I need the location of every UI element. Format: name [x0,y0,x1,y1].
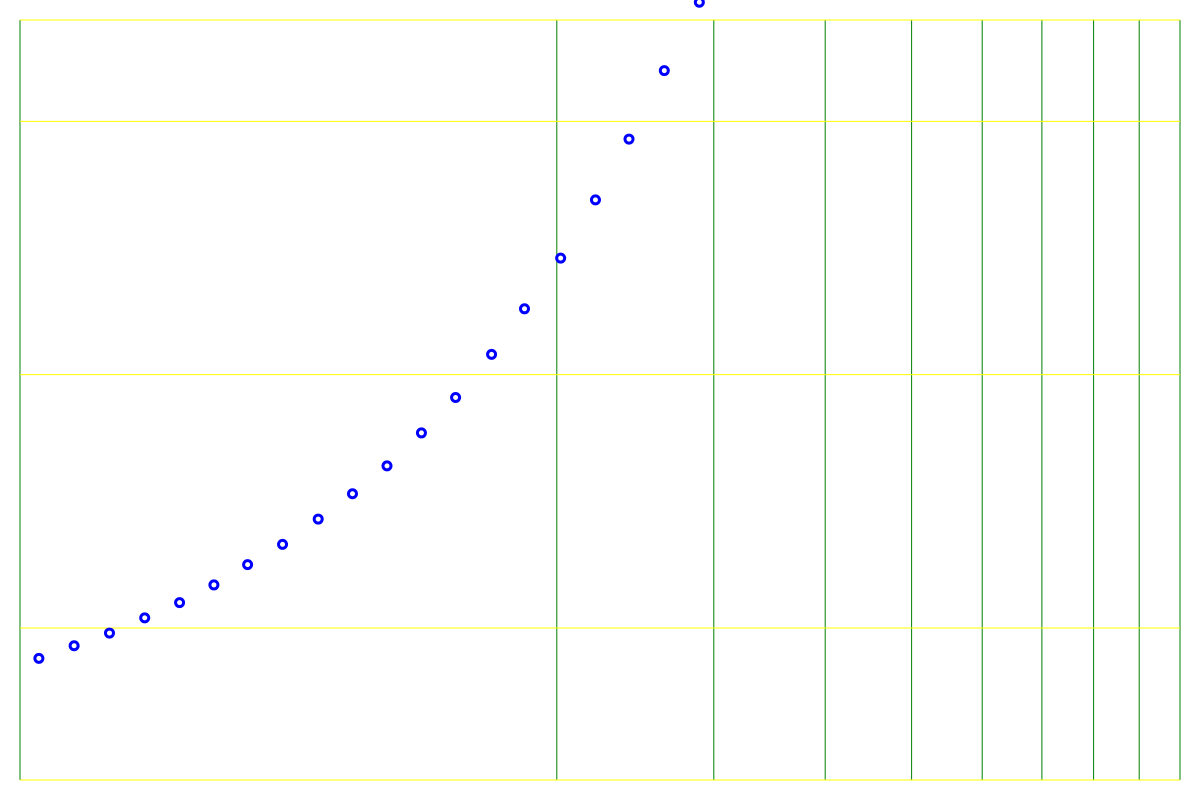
data-point [174,597,186,609]
data-point [312,513,324,525]
data-point [242,559,254,571]
data-point [68,640,80,652]
data-point [139,612,151,624]
data-point [103,627,115,639]
data-point [519,303,531,315]
data-point [693,0,705,8]
data-point [589,194,601,206]
data-point [415,427,427,439]
data-point [623,133,635,145]
data-point [658,65,670,77]
data-point [555,252,567,264]
data-point [208,579,220,591]
data-point [381,460,393,472]
data-point [346,488,358,500]
data-point [450,391,462,403]
data-point [486,348,498,360]
data-points [33,0,705,664]
data-point [277,538,289,550]
vertical-gridlines [19,20,1181,780]
data-point [33,652,45,664]
horizontal-gridlines [20,19,1180,781]
